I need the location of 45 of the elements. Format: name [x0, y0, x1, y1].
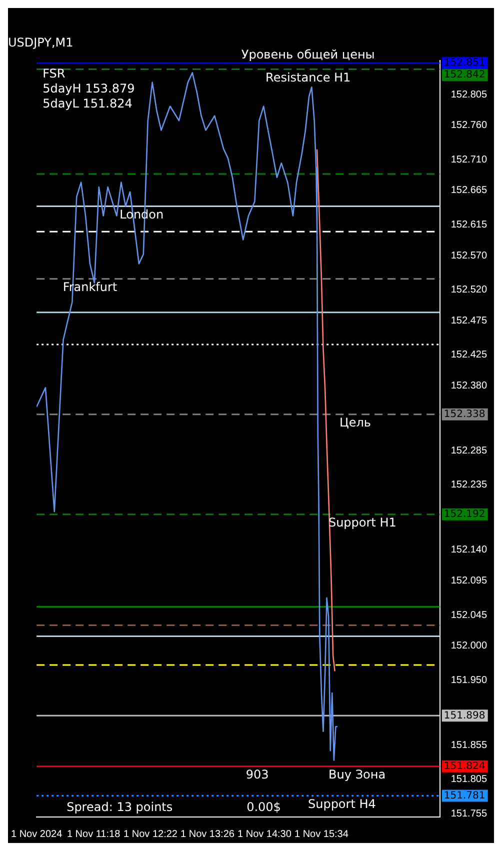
x-tick-label: 1 Nov 15:34: [294, 828, 349, 840]
annotation: Support H4: [308, 796, 376, 811]
y-tick-label: 151.855: [450, 740, 488, 751]
annotation: 5dayL 151.824: [42, 96, 132, 111]
annotation: 903: [246, 767, 269, 782]
annotation: 5dayH 153.879: [42, 82, 135, 96]
y-tick-label: 152.285: [450, 445, 488, 456]
ref-line-label: 151.824: [444, 760, 486, 772]
x-tick-label: 1 Nov 11:18: [66, 828, 121, 840]
y-tick-label: 152.380: [450, 380, 488, 392]
ref-line-label: 152.842: [444, 70, 486, 81]
y-tick-label: 151.805: [450, 774, 488, 786]
annotation: Уровень общей цены: [241, 47, 375, 62]
ref-line-label: 152.851: [444, 58, 486, 69]
x-tick-label: 1 Nov 12:22: [124, 828, 178, 840]
annotation: FSR: [42, 66, 66, 81]
chart-title: USDJPY,M1: [8, 35, 74, 50]
x-tick-label: 1 Nov 2024: [10, 828, 63, 840]
annotation: Resistance H1: [266, 70, 351, 84]
annotation: Buy Зона: [328, 767, 386, 782]
y-tick-label: 152.710: [450, 154, 488, 166]
y-tick-label: 152.665: [450, 185, 488, 196]
y-tick-label: 152.235: [450, 480, 488, 491]
y-tick-label: 152.095: [450, 576, 488, 587]
y-tick-label: 152.000: [450, 640, 488, 652]
y-tick-label: 152.475: [450, 315, 488, 326]
x-tick-label: 1 Nov 14:30: [238, 828, 292, 840]
y-tick-label: 152.140: [450, 544, 488, 556]
y-tick-label: 152.805: [450, 89, 488, 100]
ref-line-label: 152.192: [444, 508, 486, 520]
y-tick-label: 152.570: [450, 250, 488, 262]
annotation: 0.00$: [246, 800, 281, 814]
y-tick-label: 152.520: [450, 284, 488, 296]
y-tick-label: 152.615: [450, 219, 488, 230]
ref-line-label: 152.338: [444, 408, 486, 420]
y-tick-label: 151.950: [450, 674, 488, 686]
annotation: Spread: 13 points: [66, 800, 173, 814]
ref-line-label: 151.898: [444, 710, 486, 722]
y-tick-label: 152.045: [450, 610, 488, 621]
annotation: Цель: [340, 416, 372, 430]
ref-line-label: 151.781: [444, 790, 486, 802]
y-tick-label: 152.760: [450, 120, 488, 132]
x-tick-label: 1 Nov 13:26: [180, 828, 235, 840]
y-tick-label: 151.755: [450, 808, 488, 820]
y-tick-label: 152.425: [450, 350, 488, 361]
